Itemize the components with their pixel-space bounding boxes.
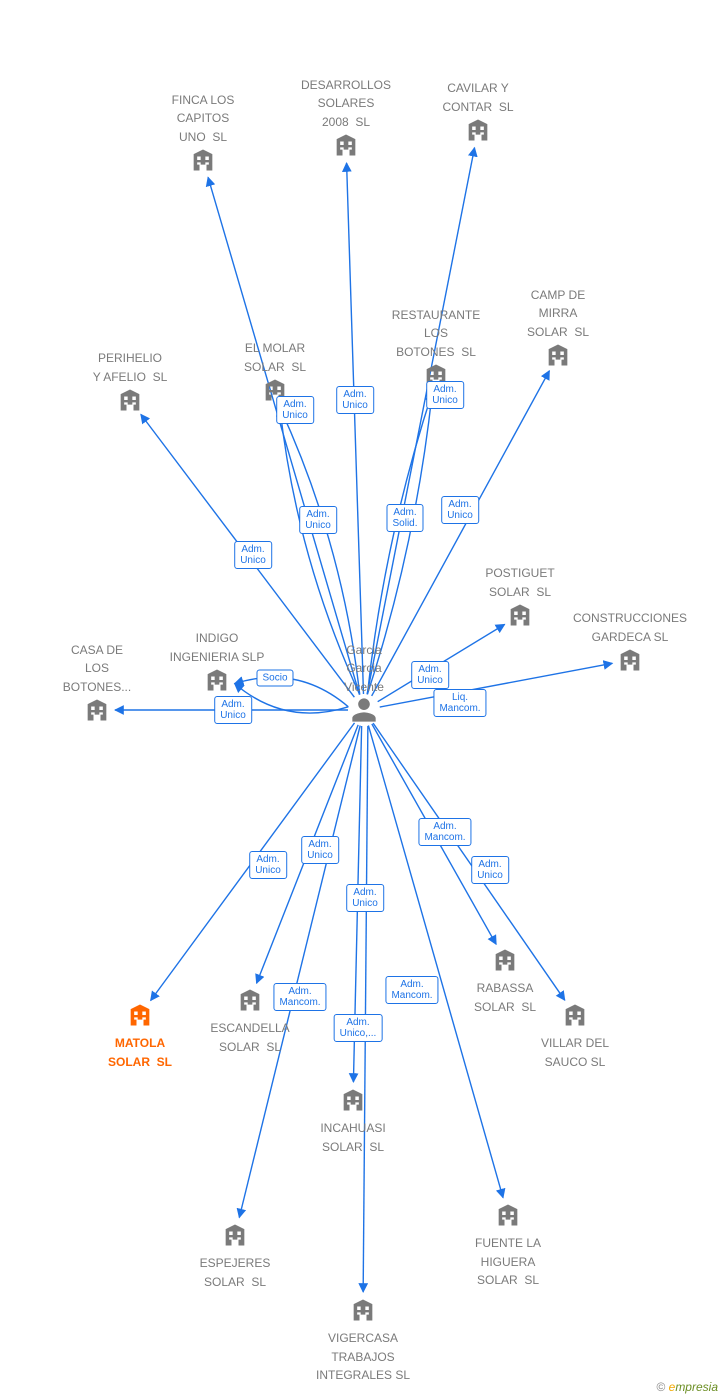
edge-label-camp-mirra-8: Adm. Unico	[441, 496, 479, 524]
node-label: MATOLA SOLAR SL	[108, 1036, 172, 1068]
node-label: CAMP DE MIRRA SOLAR SL	[527, 288, 589, 339]
edge-label-postiguet-9: Adm. Unico	[411, 661, 449, 689]
company-node-desarrollos-solares[interactable]: DESARROLLOS SOLARES 2008 SL	[301, 76, 391, 165]
company-node-construcciones-gardeca[interactable]: CONSTRUCCIONES GARDECA SL	[573, 609, 687, 679]
edge-camp-mirra	[372, 371, 550, 696]
company-node-finca-los-capitos[interactable]: FINCA LOS CAPITOS UNO SL	[172, 91, 235, 180]
copyright-symbol: ©	[656, 1380, 665, 1394]
node-label: DESARROLLOS SOLARES 2008 SL	[301, 78, 391, 129]
node-label: CASA DE LOS BOTONES...	[63, 643, 131, 694]
company-node-casa-de-los-botones[interactable]: CASA DE LOS BOTONES...	[63, 641, 131, 730]
edge-cavilar-contar	[367, 148, 474, 695]
company-node-restaurante-botones[interactable]: RESTAURANTE LOS BOTONES SL	[392, 306, 480, 395]
edge-label-incahuasi-16: Adm. Unico,...	[334, 1014, 383, 1042]
node-label: EL MOLAR SOLAR SL	[244, 341, 306, 373]
edge-label-villar-sauco-18: Adm. Mancom.	[418, 818, 471, 846]
node-label: FUENTE LA HIGUERA SOLAR SL	[475, 1236, 541, 1287]
company-node-perihelio-afelio[interactable]: PERIHELIO Y AFELIO SL	[93, 349, 167, 419]
edge-label-rabassa-17: Adm. Unico	[471, 856, 509, 884]
company-node-postiguet[interactable]: POSTIGUET SOLAR SL	[485, 564, 554, 634]
company-node-escandella[interactable]: ESCANDELLA SOLAR SL	[210, 986, 289, 1056]
edge-label-fuente-higuera-21: Adm. Mancom.	[385, 976, 438, 1004]
node-label: PERIHELIO Y AFELIO SL	[93, 351, 167, 383]
company-node-vigercasa[interactable]: VIGERCASA TRABAJOS INTEGRALES SL	[316, 1296, 410, 1385]
edge-label-escandella-15: Adm. Unico	[301, 836, 339, 864]
node-label: VIGERCASA TRABAJOS INTEGRALES SL	[316, 1331, 410, 1382]
edge-label-vigercasa-20: Adm. Unico	[346, 884, 384, 912]
node-label: INCAHUASI SOLAR SL	[320, 1121, 385, 1153]
edge-matola-solar	[151, 723, 355, 1001]
edge-postiguet	[378, 624, 505, 701]
node-label: VILLAR DEL SAUCO SL	[541, 1036, 609, 1068]
company-node-fuente-higuera[interactable]: FUENTE LA HIGUERA SOLAR SL	[475, 1201, 541, 1290]
company-node-indigo-ingenieria[interactable]: INDIGO INGENIERIA SLP	[170, 629, 265, 699]
edge-label-matola-solar-14: Adm. Unico	[249, 851, 287, 879]
node-label: POSTIGUET SOLAR SL	[485, 566, 554, 598]
node-label: RESTAURANTE LOS BOTONES SL	[392, 308, 480, 359]
center-person-node[interactable]: Garcia Garcia Vicente	[344, 641, 384, 730]
node-label: Garcia Garcia Vicente	[344, 643, 384, 694]
node-label: ESPEJERES SOLAR SL	[200, 1256, 271, 1288]
edge-vigercasa	[363, 726, 368, 1292]
company-node-matola-solar[interactable]: MATOLA SOLAR SL	[108, 1001, 172, 1071]
edge-label-construcciones-gardeca-10: Liq. Mancom.	[433, 689, 486, 717]
node-label: INDIGO INGENIERIA SLP	[170, 631, 265, 663]
edge-incahuasi	[353, 726, 361, 1082]
edge-escandella	[257, 725, 359, 983]
company-node-camp-mirra[interactable]: CAMP DE MIRRA SOLAR SL	[527, 286, 589, 375]
edge-label-el-molar-4: Adm. Unico	[299, 506, 337, 534]
node-label: RABASSA SOLAR SL	[474, 981, 536, 1013]
edge-label-perihelio-afelio-3: Adm. Unico	[234, 541, 272, 569]
company-node-rabassa[interactable]: RABASSA SOLAR SL	[474, 946, 536, 1016]
edge-finca-los-capitos	[208, 177, 359, 694]
node-label: FINCA LOS CAPITOS UNO SL	[172, 93, 235, 144]
edge-label-desarrollos-solares-1: Adm. Unico	[336, 386, 374, 414]
node-label: ESCANDELLA SOLAR SL	[210, 1021, 289, 1053]
edge-rabassa	[372, 724, 496, 944]
brand-mpresia: mpresia	[675, 1380, 718, 1394]
company-node-villar-sauco[interactable]: VILLAR DEL SAUCO SL	[541, 1001, 609, 1071]
edge-desarrollos-solares	[347, 163, 364, 694]
company-node-el-molar[interactable]: EL MOLAR SOLAR SL	[244, 339, 306, 409]
edge-label-restaurante-botones-6: Adm. Solid.	[386, 504, 423, 532]
company-node-cavilar-contar[interactable]: CAVILAR Y CONTAR SL	[442, 79, 513, 149]
footer-branding: © empresia	[656, 1380, 718, 1394]
edge-label-casa-de-los-botones-13: Adm. Unico	[214, 696, 252, 724]
company-node-espejeres[interactable]: ESPEJERES SOLAR SL	[200, 1221, 271, 1291]
company-node-incahuasi[interactable]: INCAHUASI SOLAR SL	[320, 1086, 385, 1156]
node-label: CAVILAR Y CONTAR SL	[442, 81, 513, 113]
node-label: CONSTRUCCIONES GARDECA SL	[573, 611, 687, 643]
